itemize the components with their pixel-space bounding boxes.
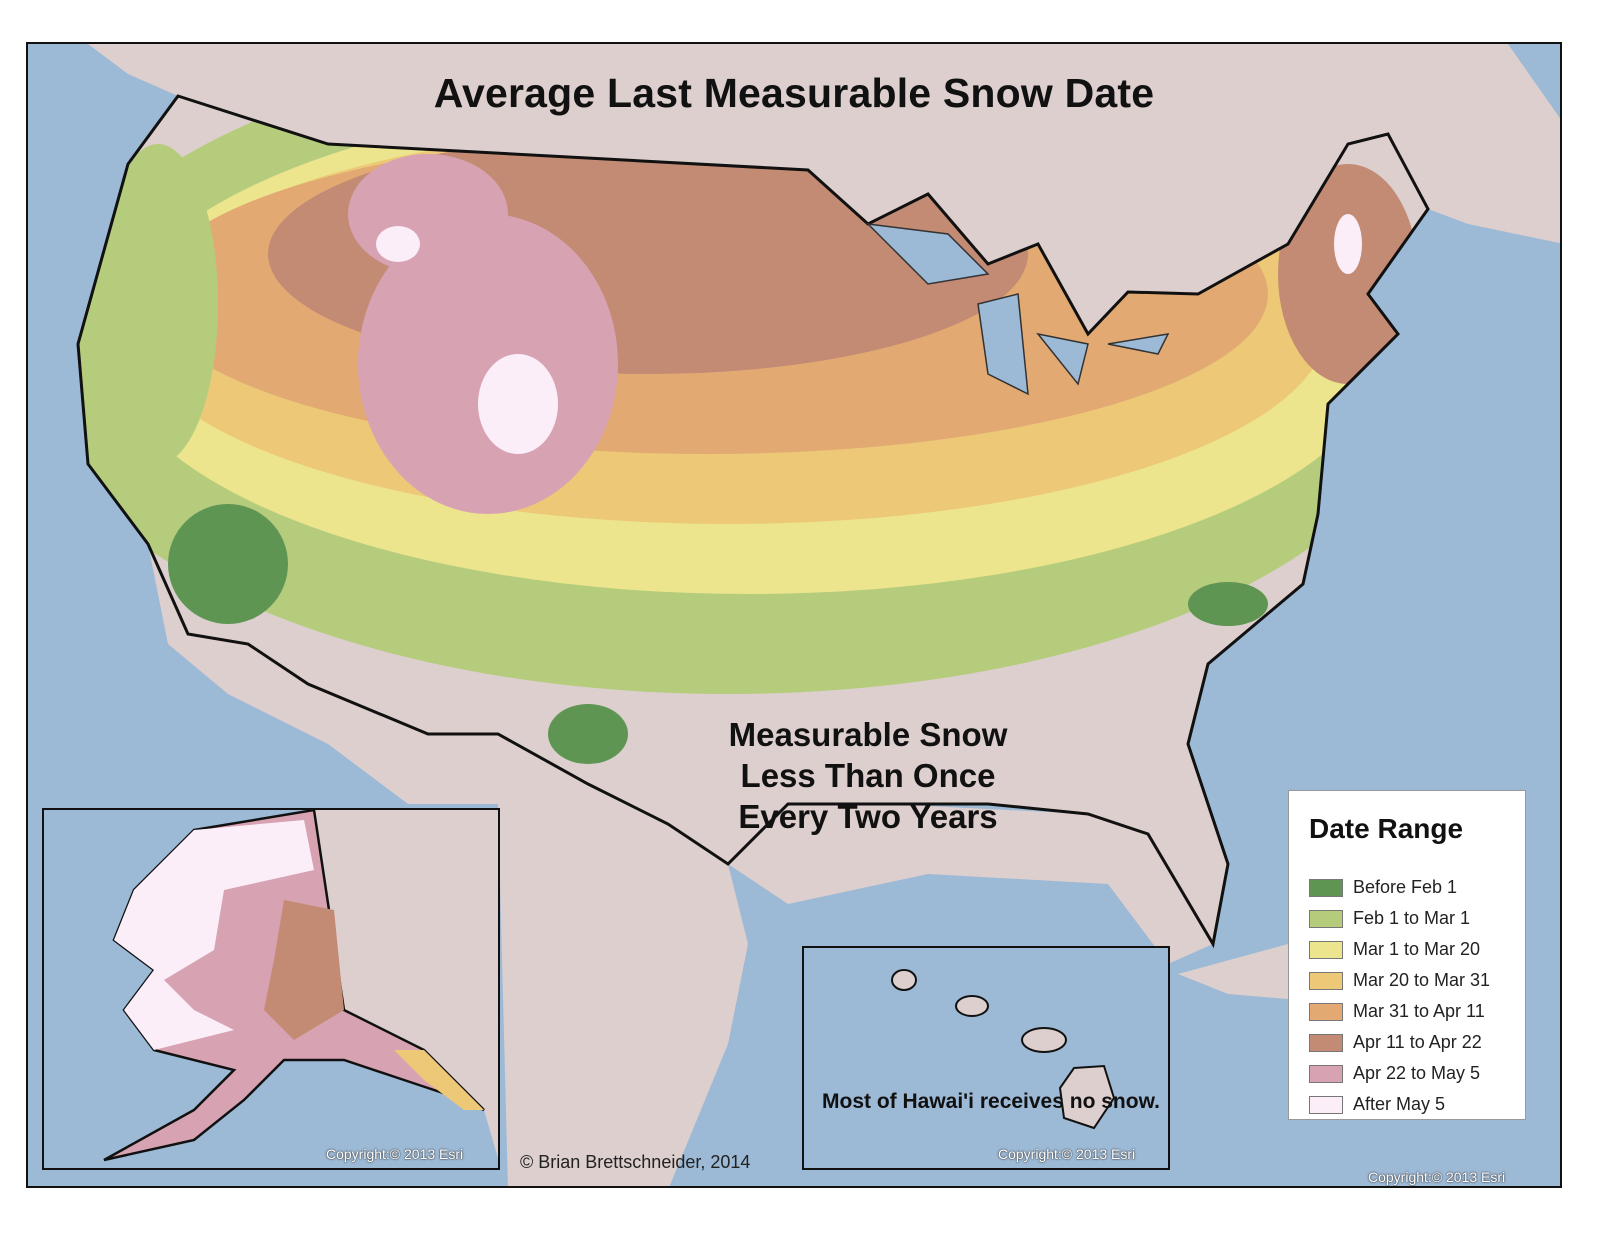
legend-label: Before Feb 1 [1353,877,1458,897]
legend-swatch [1309,1034,1343,1052]
canada-land [88,44,1560,334]
no-snow-note: Measurable Snow Less Than Once Every Two… [728,716,1008,835]
island-maui [1021,1027,1067,1053]
legend-swatch [1309,941,1343,959]
legend-title: Date Range [1309,813,1464,844]
island-kauai [891,969,917,991]
great-lakes [865,222,1170,396]
legend-label: Feb 1 to Mar 1 [1353,908,1471,928]
alaska-land-east [314,810,498,1159]
legend-label: Mar 1 to Mar 20 [1353,939,1481,959]
legend-swatch [1309,910,1343,928]
alaska-copyright: Copyright:© 2013 Esri [326,1146,464,1162]
us-outline [76,94,1430,949]
legend-label: Apr 22 to May 5 [1353,1063,1481,1083]
legend-label: After May 5 [1353,1094,1446,1114]
hawaii-inset: Most of Hawai'i receives no snow. Copyri… [802,946,1170,1170]
island-oahu [955,995,989,1017]
legend-swatch [1309,1096,1343,1114]
legend-label: Apr 11 to Apr 22 [1353,1032,1482,1052]
hawaii-note: Most of Hawai'i receives no snow. [822,1090,1160,1113]
legend-label: Mar 20 to Mar 31 [1353,970,1491,990]
legend-swatch [1309,1065,1343,1083]
map-frame: Average Last Measurable Snow Date Measur… [26,42,1562,1188]
mexico-land [148,544,748,1186]
island-big-island [1058,1064,1116,1130]
base-map [76,44,1560,1186]
map-title: Average Last Measurable Snow Date [433,70,1155,116]
main-copyright: Copyright:© 2013 Esri [1368,1169,1506,1185]
author-credit: © Brian Brettschneider, 2014 [520,1152,751,1172]
legend: Date Range Before Feb 1 Feb 1 to Mar 1 M… [1288,790,1526,1120]
alaska-panhandle [394,1050,484,1110]
alaska-late-april-zone [264,900,344,1040]
legend-label: Mar 31 to Apr 11 [1353,1001,1485,1021]
hawaii-copyright: Copyright:© 2013 Esri [998,1146,1136,1162]
legend-swatch [1309,972,1343,990]
hawaii-map [891,969,1116,1130]
alaska-map [103,810,498,1162]
legend-swatch [1309,1003,1343,1021]
alaska-after-may-zone [114,820,314,1050]
legend-swatch [1309,879,1343,897]
alaska-inset: Copyright:© 2013 Esri [42,808,500,1170]
